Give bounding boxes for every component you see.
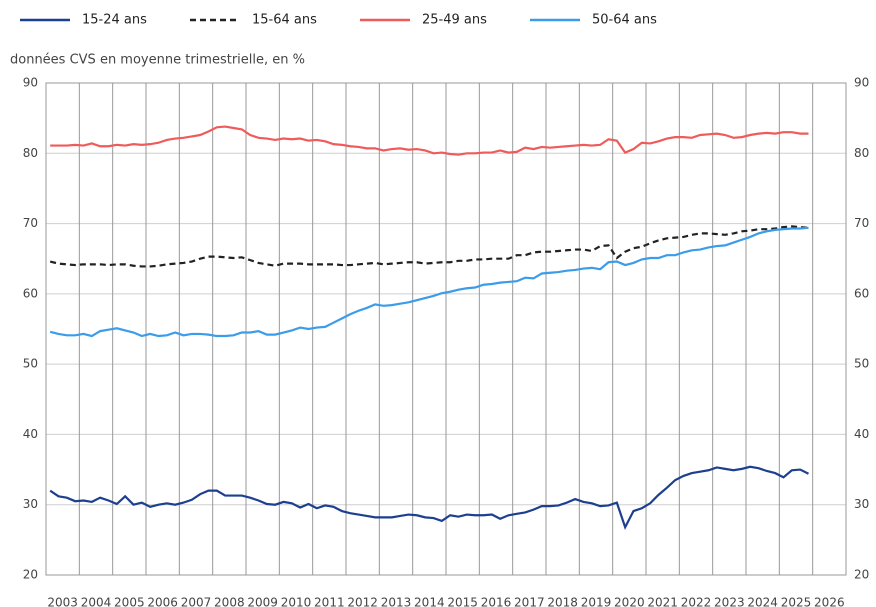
y-tick-label: 40 [23,427,38,441]
y2-tick-label: 70 [854,216,869,230]
x-tick-label: 2004 [81,596,112,607]
legend-label: 25-49 ans [422,13,487,28]
x-tick-label: 2024 [747,596,778,607]
y-tick-label: 60 [23,286,38,300]
y2-tick-label: 20 [854,568,869,582]
x-tick-label: 2014 [414,596,445,607]
y2-tick-label: 60 [854,286,869,300]
legend-label: 50-64 ans [592,13,657,28]
y-tick-label: 30 [23,497,38,511]
y-tick-label: 70 [23,216,38,230]
y2-tick-label: 50 [854,357,869,371]
x-tick-label: 2015 [447,596,478,607]
x-tick-label: 2007 [181,596,212,607]
x-tick-label: 2026 [814,596,845,607]
x-tick-label: 2021 [647,596,678,607]
series-line [49,226,809,338]
x-tick-label: 2012 [347,596,378,607]
x-tick-label: 2025 [781,596,812,607]
x-tick-label: 2017 [514,596,545,607]
legend-label: 15-64 ans [252,13,317,28]
y2-tick-label: 90 [854,76,869,90]
x-tick-label: 2016 [481,596,512,607]
y2-tick-label: 80 [854,146,869,160]
x-tick-label: 2013 [381,596,412,607]
series-line [49,465,809,531]
x-tick-label: 2010 [281,596,312,607]
x-tick-label: 2019 [581,596,612,607]
y-tick-label: 20 [23,568,38,582]
x-tick-label: 2023 [714,596,745,607]
y-tick-label: 50 [23,357,38,371]
y2-tick-label: 30 [854,497,869,511]
x-tick-label: 2009 [247,596,278,607]
series-line [50,125,809,156]
chart-subtitle: données CVS en moyenne trimestrielle, en… [10,53,305,68]
x-tick-label: 2011 [314,596,345,607]
y-tick-label: 90 [23,76,38,90]
y2-tick-label: 40 [854,427,869,441]
x-tick-label: 2022 [681,596,712,607]
y-tick-label: 80 [23,146,38,160]
x-tick-label: 2020 [614,596,645,607]
x-tick-label: 2005 [114,596,145,607]
x-tick-label: 2008 [214,596,245,607]
series-line [49,225,809,268]
x-tick-label: 2006 [147,596,178,607]
plot-frame [45,82,847,576]
x-tick-label: 2018 [547,596,578,607]
x-tick-label: 2003 [47,596,78,607]
legend-label: 15-24 ans [82,13,147,28]
